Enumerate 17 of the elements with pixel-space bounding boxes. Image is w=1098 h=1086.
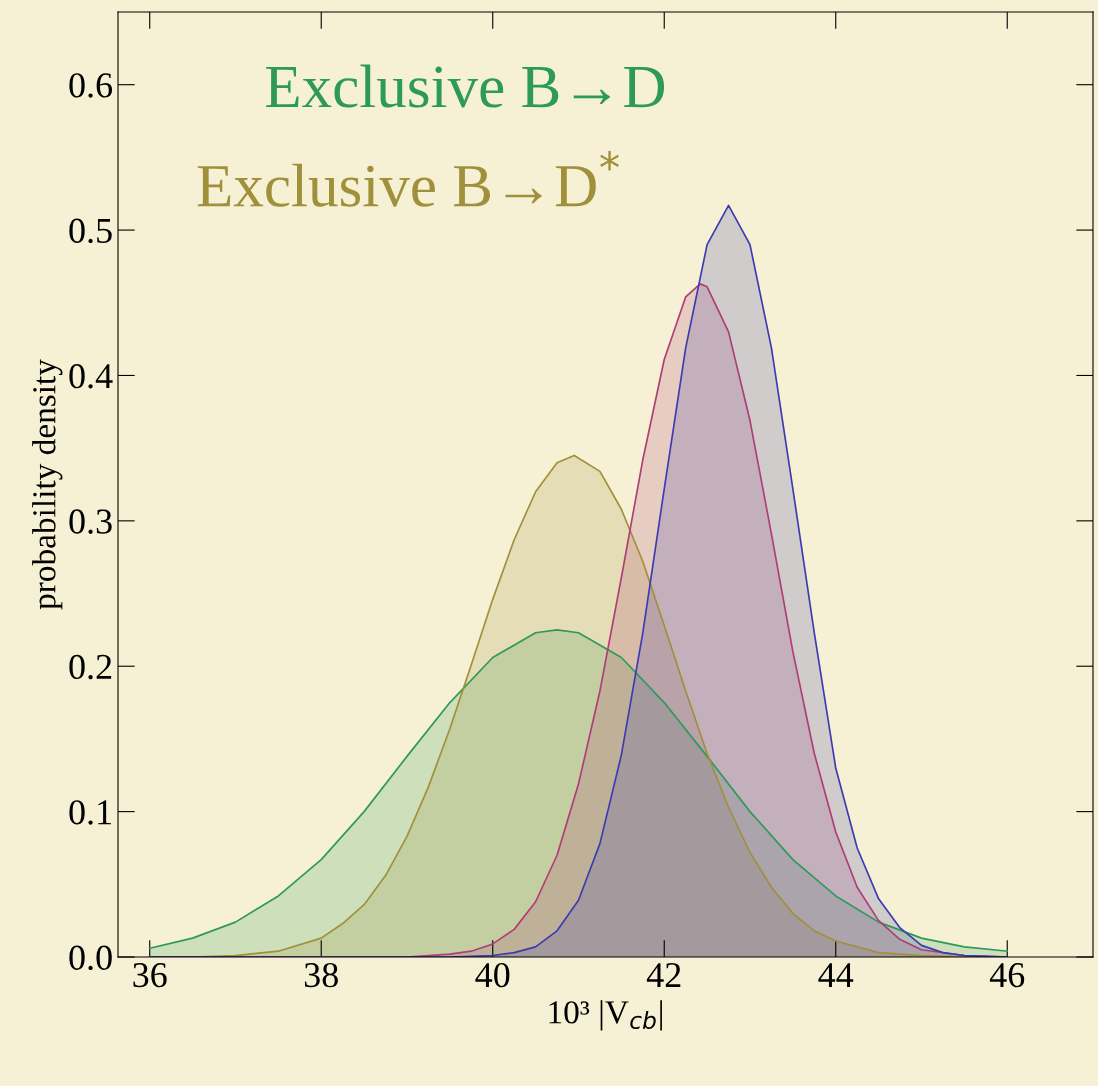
text: Exclusive B→D$^{*}$ — [197, 151, 619, 207]
y-tick-label: 0.6 — [69, 73, 113, 98]
x-tick-label: 42 — [646, 963, 681, 987]
x-tick-label: 44 — [818, 963, 854, 987]
y-tick-label: 0.1 — [69, 800, 111, 825]
x-axis-title: 10³ |V$_{cb}$| — [549, 1000, 662, 1031]
x-tick-label: 36 — [133, 963, 167, 988]
y-tick-label: 0.0 — [69, 945, 112, 971]
y-tick-label: 0.2 — [69, 654, 112, 680]
y-tick-label: 0.5 — [69, 218, 112, 244]
x-tick-label: 40 — [475, 962, 510, 988]
y-tick-label: 0.4 — [69, 363, 113, 389]
text: Exclusive B→D — [266, 64, 665, 108]
y-tick-label: 0.3 — [69, 509, 112, 534]
y-axis-title: probability density — [32, 359, 63, 610]
x-tick-label: 46 — [989, 963, 1025, 988]
x-tick-label: 38 — [304, 962, 338, 988]
